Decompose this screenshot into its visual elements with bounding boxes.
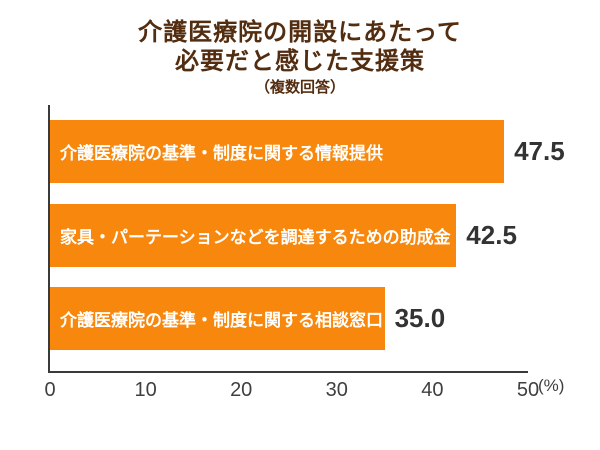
bar-row: 介護医療院の基準・制度に関する情報提供 47.5	[50, 120, 565, 183]
chart-subtitle: （複数回答）	[254, 79, 345, 96]
x-axis-unit-label: (%)	[538, 376, 565, 395]
x-axis-ticks: 0 10 20 30 40 50	[44, 371, 539, 401]
bar-value-label: 42.5	[466, 219, 517, 250]
bar: 介護医療院の基準・制度に関する相談窓口	[50, 287, 385, 350]
plot-area: 介護医療院の基準・制度に関する情報提供 47.5 家具・パーテーションなどを調達する…	[44, 105, 565, 401]
x-tick-label: 40	[421, 379, 444, 401]
bar-value-label: 35.0	[394, 303, 446, 333]
chart-title-block: 介護医療院の開設にあたって 必要だと感じた支援策 （複数回答）	[0, 18, 600, 98]
bar-category-label: 介護医療院の基準・制度に関する情報提供	[60, 144, 383, 163]
bar-category-label: 家具・パーテーションなどを調達するための助成金	[60, 227, 451, 247]
chart-title-line-1: 介護医療院の開設にあたって	[138, 19, 462, 46]
x-tick-label: 20	[230, 379, 253, 401]
bar-row: 介護医療院の基準・制度に関する相談窓口 35.0	[50, 287, 528, 350]
bar-value-label: 47.5	[514, 136, 565, 166]
x-tick-label: 50	[516, 379, 540, 401]
bar: 介護医療院の基準・制度に関する情報提供	[50, 120, 505, 183]
bar: 家具・パーテーションなどを調達するための助成金	[50, 203, 457, 267]
x-tick-label: 0	[44, 379, 56, 401]
x-tick-label: 30	[325, 379, 348, 401]
chart-title-line-2: 必要だと感じた支援策	[175, 48, 425, 75]
bar-row: 家具・パーテーションなどを調達するための助成金 42.5	[50, 203, 528, 267]
bar-category-label: 介護医療院の基準・制度に関する相談窓口	[60, 311, 383, 330]
x-tick-label: 10	[134, 379, 157, 401]
